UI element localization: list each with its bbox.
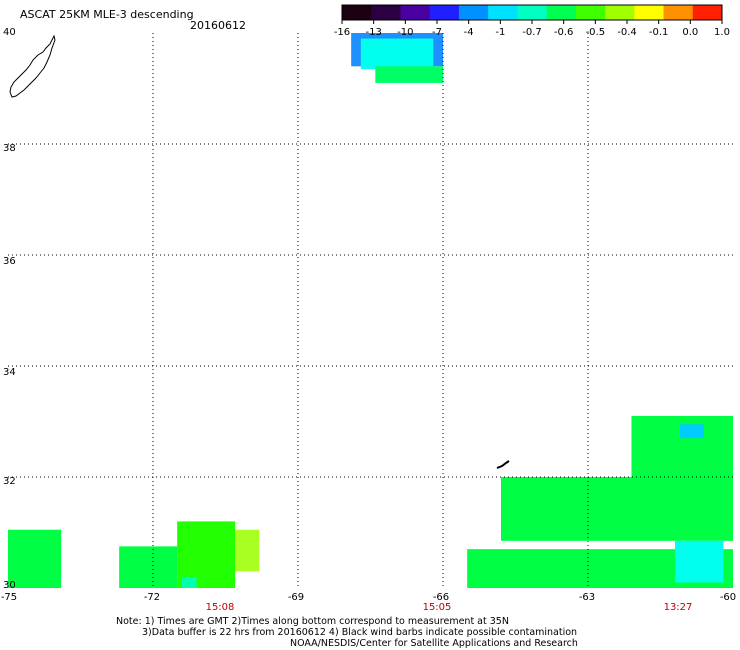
pass-time-label: 15:05 [422,602,452,613]
lon-tick-label: -63 [578,592,596,603]
island-outline [496,460,510,469]
colorbar-swatch [663,5,694,20]
lon-tick-label: -60 [719,592,737,603]
colorbar-swatch [692,5,723,20]
wind-cell [37,529,62,588]
footer-credit: NOAA/NESDIS/Center for Satellite Applica… [290,638,578,649]
lat-tick-label: 36 [3,256,16,267]
lat-tick-label: 40 [3,27,16,38]
colorbar-swatch [575,5,606,20]
colorbar-swatch [517,5,548,20]
colorbar-label: -7 [432,27,442,38]
colorbar-label: -1 [495,27,506,38]
lon-tick-label: -66 [432,592,450,603]
colorbar-swatch [429,5,460,20]
colorbar-swatch [546,5,577,20]
colorbar-label: 1.0 [714,27,730,38]
colorbar [341,4,723,24]
colorbar-label: -0.7 [522,27,542,38]
wind-cell [679,424,704,439]
lat-tick-label: 34 [3,367,16,378]
lon-tick-label: -69 [287,592,305,603]
colorbar-swatch [342,5,372,20]
wind-cell [8,529,37,588]
colorbar-label: -4 [463,27,474,38]
wind-cell [119,546,178,588]
colorbar-label: -0.5 [585,27,606,38]
wind-cell [501,477,733,541]
footer-note-2: 3)Data buffer is 22 hrs from 20160612 4)… [142,627,578,638]
pass-time-label: 13:27 [663,602,693,613]
wind-cell [360,38,434,70]
colorbar-swatch [371,5,401,20]
grid-lines [8,33,733,588]
lat-tick-label: 30 [3,580,16,591]
wind-cell [675,540,724,583]
colorbar-label: 0.0 [682,27,699,38]
colorbar-label: -0.4 [617,27,637,38]
coastline-outline [9,34,56,98]
colorbar-label: -16 [333,27,351,38]
footer-note-1: Note: 1) Times are GMT 2)Times along bot… [116,616,509,627]
colorbar-label: -10 [397,27,414,38]
wind-cell [375,66,443,83]
colorbar-swatch [634,5,665,20]
colorbar-label: -0.6 [553,27,574,38]
colorbar-swatch [458,5,489,20]
lon-tick-label: -72 [143,592,161,603]
lon-tick-label: -75 [0,592,18,603]
colorbar-label: -13 [365,27,382,38]
wind-cell [235,529,260,572]
colorbar-swatch [488,5,518,20]
wind-cell [182,576,197,588]
pass-time-label: 15:08 [205,602,235,613]
lat-tick-label: 32 [3,476,16,487]
colorbar-swatch [400,5,431,20]
map-title: ASCAT 25KM MLE-3 descending [20,8,194,21]
colorbar-label: -0.1 [648,27,669,38]
lat-tick-label: 38 [3,143,16,154]
wind-data-layer [8,33,733,588]
colorbar-swatch [605,5,635,20]
map-date: 20160612 [190,19,246,32]
